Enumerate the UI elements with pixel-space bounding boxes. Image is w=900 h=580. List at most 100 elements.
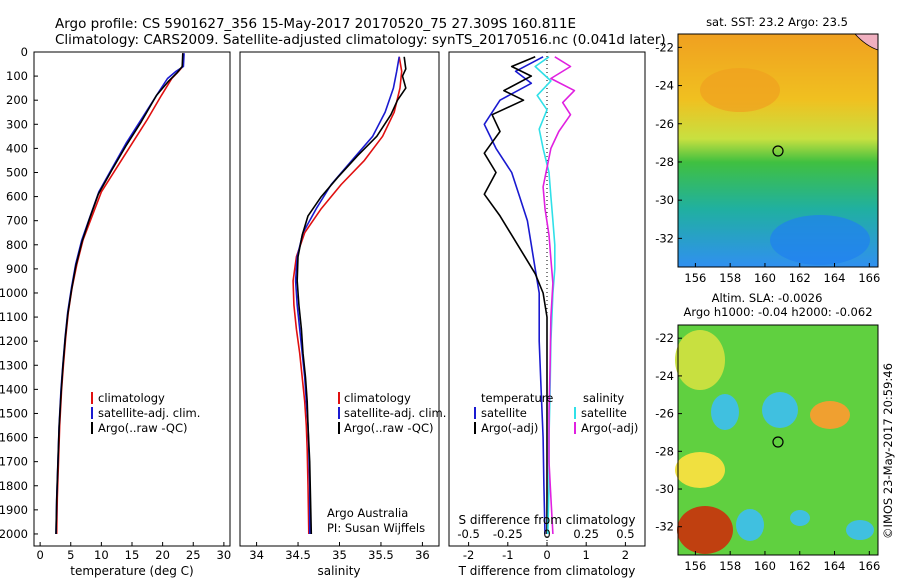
sla-map-title2: Argo h1000: -0.04 h2000: -0.062 [683, 305, 872, 319]
lon-tick-label: 164 [824, 271, 846, 285]
x-tick-label: 15 [125, 548, 140, 562]
lat-tick-label: -30 [655, 193, 674, 207]
imos-credit: ©IMOS 23-May-2017 20:59:46 [881, 363, 895, 539]
lat-tick-label: -22 [655, 40, 674, 54]
series-line [296, 56, 407, 535]
series-line [294, 56, 400, 534]
legend-label-s-argo: Argo(-adj) [581, 421, 638, 435]
depth-tick-label: 200 [6, 93, 28, 107]
x-tick-label: 25 [186, 548, 201, 562]
depth-tick-label: 1600 [0, 431, 28, 445]
legend-label-satellite: satellite-adj. clim. [98, 406, 200, 420]
salinity-panel-frame [239, 51, 440, 547]
x-tick-label: 0 [543, 548, 550, 562]
profile-series [55, 52, 576, 546]
pi-label: PI: Susan Wijffels [327, 521, 425, 535]
series-line [292, 56, 403, 535]
sla-map-frame [677, 324, 879, 556]
lon-tick-label: 166 [858, 559, 880, 573]
s-diff-tick-label: -0.5 [457, 527, 479, 541]
depth-tick-label: 600 [6, 190, 28, 204]
argo-location-marker-sla [772, 436, 784, 448]
sla-cyan-patch-4 [790, 510, 810, 526]
legend-label-climatology: climatology [344, 391, 411, 405]
lon-tick-label: 160 [754, 559, 776, 573]
legend-title-temperature: temperature [481, 391, 553, 405]
salinity-legend: climatology satellite-adj. clim. Argo(..… [338, 391, 446, 435]
lat-tick-label: -28 [655, 444, 674, 458]
sst-map [677, 33, 879, 268]
s-diff-tick-label: 0.25 [573, 527, 599, 541]
legend-label-argo: Argo(..raw -QC) [98, 421, 188, 435]
depth-axis: 0 100 200 300 400 500 600 700 800 900 1000 1100 1200… [0, 45, 38, 541]
sst-map-title: sat. SST: 23.2 Argo: 23.5 [706, 15, 848, 29]
lat-tick-label: -22 [655, 331, 674, 345]
sst-map-frame [677, 33, 879, 268]
x-tick-label: 30 [217, 548, 232, 562]
x-tick-label: 36 [415, 548, 430, 562]
s-difference-axis-label: S difference from climatology [459, 513, 636, 527]
legend-label-argo: Argo(..raw -QC) [344, 421, 434, 435]
lat-tick-label: -26 [655, 407, 674, 421]
x-tick-label: 5 [67, 548, 74, 562]
legend-label-t-argo: Argo(-adj) [481, 421, 538, 435]
argo-australia-label: Argo Australia [327, 506, 408, 520]
lat-tick-label: -28 [655, 155, 674, 169]
s-diff-tick-label: -0.25 [493, 527, 523, 541]
series-line [483, 56, 546, 535]
lat-tick-label: -24 [655, 79, 674, 93]
sla-cyan-patch-3 [736, 509, 764, 541]
temperature-legend: climatology satellite-adj. clim. Argo(..… [91, 391, 200, 435]
sst-warm-patch [700, 68, 780, 112]
x-tick-label: 35 [332, 548, 347, 562]
depth-tick-label: 1700 [0, 455, 28, 469]
argo-location-marker [772, 145, 784, 157]
depth-tick-label: 500 [6, 165, 28, 179]
x-tick-label: -1 [502, 548, 513, 562]
depth-tick-label: 800 [6, 238, 28, 252]
depth-tick-label: 1100 [0, 310, 28, 324]
lon-tick-label: 156 [684, 559, 706, 573]
sla-cyan-patch-2 [762, 392, 798, 428]
depth-tick-label: 100 [6, 69, 28, 83]
depth-tick-label: 400 [6, 141, 28, 155]
x-tick-label: 34.5 [285, 548, 311, 562]
series-line [55, 53, 184, 535]
legend-label-satellite: satellite-adj. clim. [344, 406, 446, 420]
sla-cyan-patch-1 [711, 394, 739, 430]
lon-tick-label: 164 [824, 559, 846, 573]
sla-orange-patch [810, 401, 850, 429]
sla-cyan-patch-5 [846, 520, 874, 540]
x-tick-label: 1 [583, 548, 590, 562]
x-tick-label: 35.5 [368, 548, 394, 562]
legend-label-climatology: climatology [98, 391, 165, 405]
header-line1: Argo profile: CS 5901627_356 15-May-2017… [55, 16, 576, 32]
map-axes: 156 158 160 162 164 166 -22 -24 -26 -28 -30 -32 156 1… [655, 40, 880, 573]
series-line [55, 53, 184, 535]
t-difference-axis-label: T difference from climatology [458, 564, 636, 578]
x-tick-label: 10 [94, 548, 109, 562]
legend-label-s-satellite: satellite [581, 406, 627, 420]
legend-label-t-satellite: satellite [481, 406, 527, 420]
lon-tick-label: 166 [858, 271, 880, 285]
sla-yellow-patch [675, 330, 725, 390]
sst-cool-patch [770, 215, 870, 265]
temperature-panel-frame [33, 51, 231, 547]
series-line [55, 53, 185, 535]
x-tick-label: 2 [622, 548, 629, 562]
sla-yellow-patch-2 [675, 452, 725, 488]
lat-tick-label: -26 [655, 117, 674, 131]
sla-map [675, 324, 879, 556]
lat-tick-label: -30 [655, 482, 674, 496]
lat-tick-label: -32 [655, 520, 674, 534]
s-diff-tick-label: 0 [543, 527, 550, 541]
depth-tick-label: 700 [6, 214, 28, 228]
sla-red-patch [677, 506, 733, 554]
lon-tick-label: 156 [684, 271, 706, 285]
lon-tick-label: 158 [719, 271, 741, 285]
salinity-axis-label: salinity [317, 564, 360, 578]
depth-tick-label: 0 [21, 45, 28, 59]
depth-tick-label: 1800 [0, 479, 28, 493]
lon-tick-label: 162 [789, 559, 811, 573]
